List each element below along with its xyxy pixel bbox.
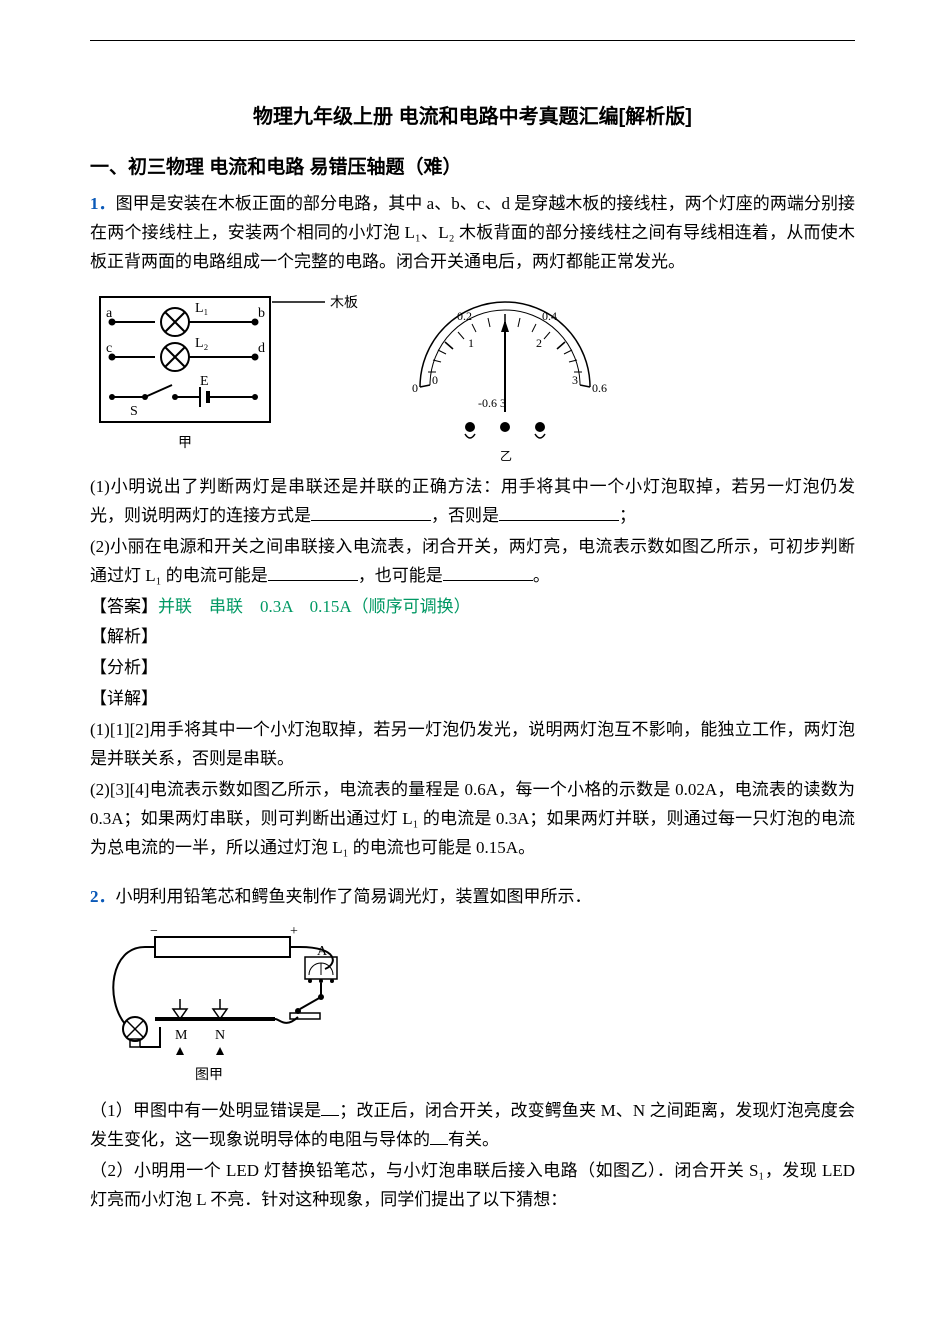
q1-figure-svg: a b L₁ c d L₂ [90, 287, 610, 467]
meter-range: -0.6 3 [478, 396, 506, 410]
terminal-d-label: d [258, 341, 265, 356]
q2-figure: − + [90, 921, 855, 1091]
answer-label: 【答案】 [90, 597, 158, 616]
page: 物理九年级上册 电流和电路中考真题汇编[解析版] 一、初三物理 电流和电路 易错… [0, 0, 945, 1337]
exp-h3: 【详解】 [90, 685, 855, 714]
fig-jia-label: 甲 [178, 436, 192, 451]
terminal-a-label: a [106, 306, 113, 321]
blank [443, 563, 533, 581]
ammeter-a-label: A [317, 944, 328, 959]
q1-number: 1． [90, 194, 116, 213]
exp-h1: 【解析】 [90, 623, 855, 652]
meter-bot-1: 1 [468, 336, 474, 350]
l1-label: L₁ [195, 301, 208, 316]
battery-pos: + [290, 924, 298, 939]
q1-stem-p1: 图甲是安装在木板正面的部分电路，其中 a、b、c、d 是穿越木板的接线柱，两个灯… [90, 194, 855, 271]
q2-figure-svg: − + [90, 921, 370, 1091]
exp-h2: 【分析】 [90, 654, 855, 683]
blank [499, 503, 619, 521]
q1-sub1-mid: ，否则是 [431, 506, 499, 525]
q2-sub1-c: 有关。 [448, 1130, 499, 1149]
blank [268, 563, 358, 581]
blank [321, 1098, 339, 1116]
switch-s-label: S [130, 404, 138, 419]
q2-number: 2． [90, 887, 116, 906]
blank [311, 503, 431, 521]
q2-sub1-a: （1）甲图中有一处明显错误是 [90, 1101, 321, 1120]
l2-label: L₂ [195, 336, 209, 351]
q1-sub2-end: 。 [533, 566, 550, 585]
question-2: 2．小明利用铅笔芯和鳄鱼夹制作了简易调光灯，装置如图甲所示． − + [90, 883, 855, 1215]
q1-figures: a b L₁ c d L₂ [90, 287, 855, 467]
terminal-c-label: c [106, 341, 112, 356]
top-rule [90, 40, 855, 41]
meter-top-06: 0.6 [592, 381, 607, 395]
doc-title: 物理九年级上册 电流和电路中考真题汇编[解析版] [90, 100, 855, 134]
q2-sub2: （2）小明用一个 LED 灯替换铅笔芯，与小灯泡串联后接入电路（如图乙）．闭合开… [90, 1157, 855, 1215]
fig-yi-label: 乙 [500, 449, 512, 463]
q2-fig-label: 图甲 [195, 1068, 223, 1083]
section-heading: 一、初三物理 电流和电路 易错压轴题（难） [90, 152, 855, 184]
q1-exp-p1: (1)[1][2]用手将其中一个小灯泡取掉，若另一灯泡仍发光，说明两灯泡互不影响… [90, 716, 855, 774]
battery-neg: − [150, 924, 158, 939]
meter-bot-2: 2 [536, 336, 542, 350]
meter-top-0: 0 [412, 381, 418, 395]
q1-sub1-end: ； [619, 506, 636, 525]
terminal-b-label: b [258, 306, 265, 321]
q1-exp-p2: (2)[3][4]电流表示数如图乙所示，电流表的量程是 0.6A，每一个小格的示… [90, 776, 855, 863]
clip-m-label: M [175, 1028, 188, 1043]
q2-stem: 小明利用铅笔芯和鳄鱼夹制作了简易调光灯，装置如图甲所示． [116, 887, 592, 906]
q1-answer: 并联 串联 0.3A 0.15A（顺序可调换） [158, 597, 471, 616]
meter-top-04: 0.4 [542, 309, 557, 323]
meter-bot-0: 0 [432, 373, 438, 387]
battery-e-label: E [200, 374, 209, 389]
q1-sub2-mid: ，也可能是 [358, 566, 443, 585]
blank [430, 1127, 448, 1145]
clip-n-label: N [215, 1028, 225, 1043]
board-label: 木板 [330, 295, 358, 311]
meter-bot-3: 3 [572, 373, 578, 387]
meter-top-02: 0.2 [457, 309, 472, 323]
question-1: 1．图甲是安装在木板正面的部分电路，其中 a、b、c、d 是穿越木板的接线柱，两… [90, 190, 855, 862]
